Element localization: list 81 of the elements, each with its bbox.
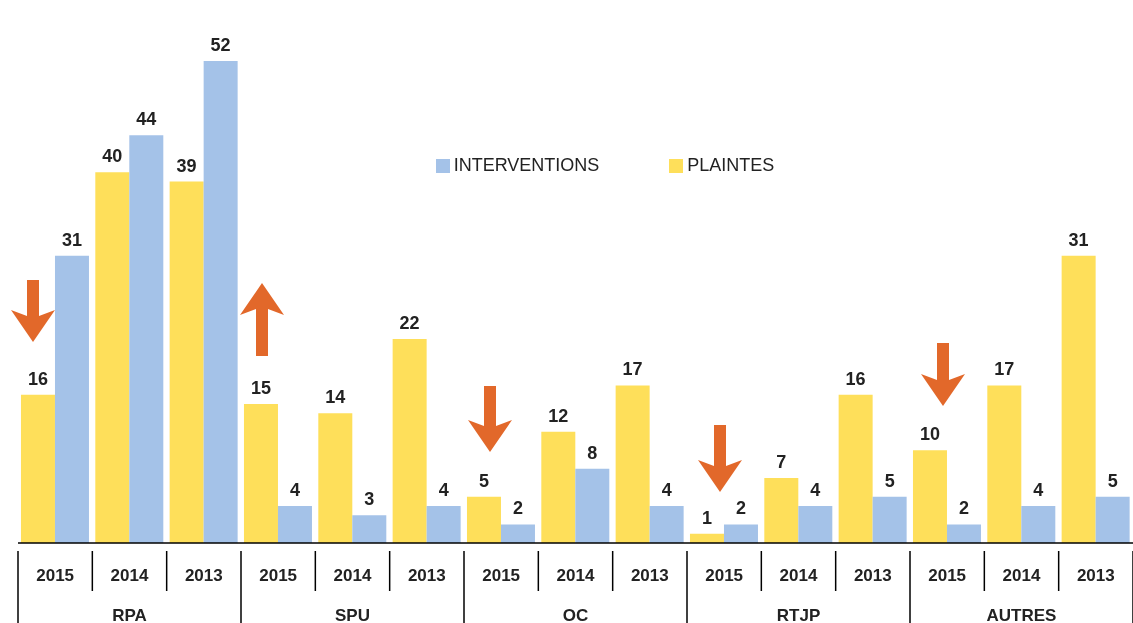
- data-label: 7: [776, 452, 787, 473]
- text: RPA: [112, 606, 147, 623]
- data-label: 3: [364, 489, 375, 510]
- data-label: 22: [399, 313, 420, 334]
- text: SPU: [335, 606, 370, 623]
- legend-label: INTERVENTIONS: [453, 155, 600, 175]
- data-label: 4: [661, 479, 672, 500]
- bar: [1095, 496, 1130, 543]
- bar: [615, 385, 650, 543]
- x-tick-label: 2014: [1002, 566, 1041, 585]
- bar: [872, 496, 907, 543]
- data-label: 16: [27, 368, 48, 389]
- bar: [541, 431, 576, 543]
- data-label: 10: [919, 424, 940, 445]
- x-tick-label: 2014: [333, 566, 372, 585]
- data-label: 12: [548, 405, 569, 426]
- bar: [129, 135, 164, 543]
- data-label: 16: [845, 368, 866, 389]
- bar: [203, 61, 238, 543]
- data-label: 2: [958, 498, 969, 519]
- legend-label: PLAINTES: [687, 155, 775, 175]
- x-tick-label: 2013: [1076, 566, 1115, 585]
- data-label: 8: [587, 442, 598, 463]
- bar: [838, 394, 873, 543]
- data-label: 14: [325, 387, 346, 408]
- bar: [987, 385, 1022, 543]
- x-tick-label: 2014: [556, 566, 595, 585]
- x-tick-label: 2013: [630, 566, 669, 585]
- bar: [1021, 505, 1056, 543]
- bar: [649, 505, 684, 543]
- data-label: 40: [102, 146, 123, 167]
- data-label: 39: [176, 155, 197, 176]
- bar: [54, 255, 89, 543]
- bar: [352, 515, 387, 543]
- data-label: 4: [1033, 479, 1044, 500]
- x-tick-label: 2015: [928, 566, 967, 585]
- x-tick-label: 2013: [184, 566, 223, 585]
- x-tick-label: 2013: [853, 566, 892, 585]
- data-label: 31: [1068, 229, 1089, 250]
- data-label: 52: [210, 35, 231, 55]
- x-tick-label: 2014: [110, 566, 149, 585]
- data-label: 44: [136, 109, 157, 130]
- text: AUTRES: [986, 606, 1057, 623]
- text: RTJP: [776, 606, 821, 623]
- data-label: 5: [884, 470, 895, 491]
- data-label: 4: [289, 479, 300, 500]
- bar: [318, 413, 353, 543]
- x-tick-label: 2015: [705, 566, 744, 585]
- bar: [798, 505, 833, 543]
- bar: [466, 496, 501, 543]
- x-tick-label: 2014: [779, 566, 818, 585]
- x-tick-label: 2013: [407, 566, 446, 585]
- data-label: 5: [1107, 470, 1118, 491]
- x-tick-label: 2015: [259, 566, 298, 585]
- bar: [912, 450, 947, 543]
- bar: [575, 468, 610, 543]
- data-label: 31: [61, 229, 82, 250]
- text: OC: [562, 606, 589, 623]
- data-label: 15: [250, 377, 271, 398]
- bar: [946, 524, 981, 543]
- bar: [20, 394, 55, 543]
- bar: [169, 181, 204, 543]
- data-label: 5: [478, 470, 489, 491]
- bar: [277, 505, 312, 543]
- data-label: 17: [622, 359, 643, 380]
- bar: [723, 524, 758, 543]
- data-label: 2: [512, 498, 523, 519]
- data-label: 4: [810, 479, 821, 500]
- bar: [1061, 255, 1096, 543]
- bar: [243, 403, 278, 543]
- bar: [426, 505, 461, 543]
- bar: [95, 172, 130, 543]
- x-tick-label: 2015: [482, 566, 521, 585]
- bar: [392, 339, 427, 543]
- x-tick-label: 2015: [36, 566, 75, 585]
- bar: [764, 478, 799, 543]
- data-label: 1: [701, 507, 712, 528]
- bar: [500, 524, 535, 543]
- data-label: 4: [438, 479, 449, 500]
- data-label: 17: [994, 359, 1015, 380]
- data-label: 2: [735, 498, 746, 519]
